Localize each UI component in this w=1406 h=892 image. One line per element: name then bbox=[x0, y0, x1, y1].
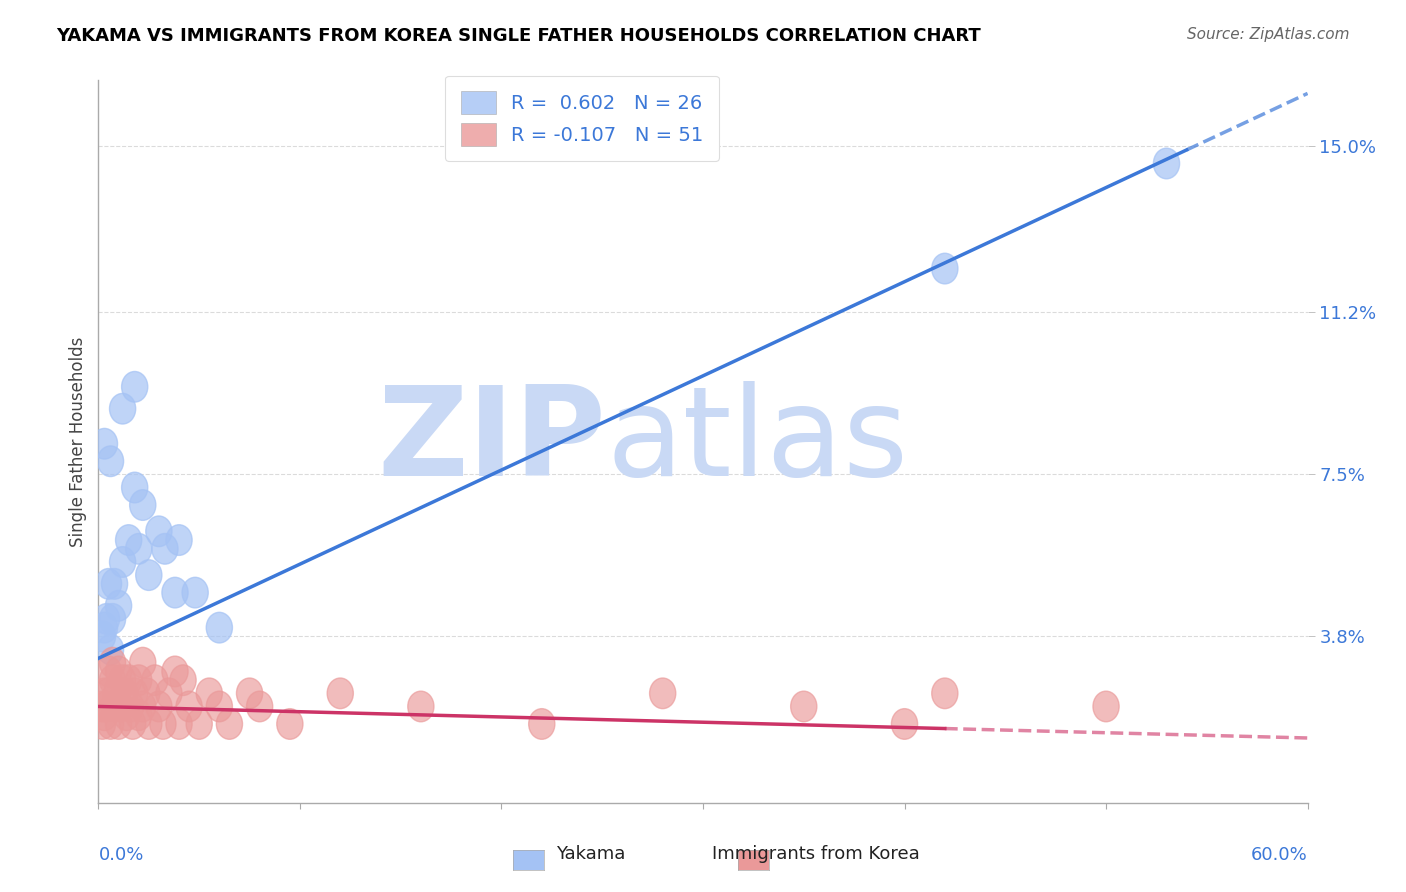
Ellipse shape bbox=[101, 691, 128, 722]
Ellipse shape bbox=[146, 516, 172, 547]
Ellipse shape bbox=[91, 612, 118, 643]
Ellipse shape bbox=[146, 691, 172, 722]
Ellipse shape bbox=[115, 665, 142, 696]
Ellipse shape bbox=[114, 700, 139, 731]
Ellipse shape bbox=[91, 700, 118, 731]
Ellipse shape bbox=[134, 678, 160, 708]
Ellipse shape bbox=[101, 568, 128, 599]
Ellipse shape bbox=[97, 634, 124, 665]
Ellipse shape bbox=[115, 524, 142, 556]
Ellipse shape bbox=[162, 577, 188, 608]
Ellipse shape bbox=[162, 657, 188, 687]
Ellipse shape bbox=[125, 533, 152, 564]
Ellipse shape bbox=[105, 708, 132, 739]
Text: ZIP: ZIP bbox=[378, 381, 606, 502]
Ellipse shape bbox=[96, 678, 121, 708]
Ellipse shape bbox=[142, 665, 167, 696]
Ellipse shape bbox=[104, 678, 129, 708]
Ellipse shape bbox=[97, 446, 124, 476]
Ellipse shape bbox=[197, 678, 222, 708]
Ellipse shape bbox=[236, 678, 263, 708]
Ellipse shape bbox=[166, 524, 193, 556]
Ellipse shape bbox=[90, 708, 115, 739]
Ellipse shape bbox=[170, 665, 197, 696]
Ellipse shape bbox=[125, 700, 152, 731]
Text: Yakama: Yakama bbox=[555, 846, 626, 863]
Ellipse shape bbox=[181, 577, 208, 608]
Ellipse shape bbox=[207, 612, 232, 643]
Ellipse shape bbox=[217, 708, 242, 739]
Text: YAKAMA VS IMMIGRANTS FROM KOREA SINGLE FATHER HOUSEHOLDS CORRELATION CHART: YAKAMA VS IMMIGRANTS FROM KOREA SINGLE F… bbox=[56, 27, 981, 45]
Ellipse shape bbox=[136, 708, 162, 739]
Ellipse shape bbox=[136, 560, 162, 591]
Ellipse shape bbox=[105, 657, 132, 687]
Ellipse shape bbox=[121, 472, 148, 503]
Ellipse shape bbox=[110, 393, 136, 424]
Ellipse shape bbox=[150, 708, 176, 739]
Ellipse shape bbox=[650, 678, 676, 708]
Y-axis label: Single Father Households: Single Father Households bbox=[69, 336, 87, 547]
Ellipse shape bbox=[125, 665, 152, 696]
Ellipse shape bbox=[97, 708, 124, 739]
Ellipse shape bbox=[100, 665, 125, 696]
Ellipse shape bbox=[1153, 148, 1180, 178]
Ellipse shape bbox=[207, 691, 232, 722]
Ellipse shape bbox=[96, 657, 121, 687]
Ellipse shape bbox=[100, 648, 125, 678]
Ellipse shape bbox=[328, 678, 353, 708]
Ellipse shape bbox=[121, 678, 148, 708]
Ellipse shape bbox=[118, 691, 143, 722]
Text: Immigrants from Korea: Immigrants from Korea bbox=[711, 846, 920, 863]
Ellipse shape bbox=[932, 678, 957, 708]
Ellipse shape bbox=[176, 691, 202, 722]
Ellipse shape bbox=[120, 708, 146, 739]
Ellipse shape bbox=[529, 708, 555, 739]
Text: Source: ZipAtlas.com: Source: ZipAtlas.com bbox=[1187, 27, 1350, 42]
Ellipse shape bbox=[100, 604, 125, 634]
Text: 60.0%: 60.0% bbox=[1251, 847, 1308, 864]
Ellipse shape bbox=[790, 691, 817, 722]
Ellipse shape bbox=[166, 708, 193, 739]
Ellipse shape bbox=[932, 253, 957, 284]
Ellipse shape bbox=[891, 708, 918, 739]
Ellipse shape bbox=[129, 648, 156, 678]
Ellipse shape bbox=[91, 678, 118, 708]
Ellipse shape bbox=[90, 691, 115, 722]
Ellipse shape bbox=[1092, 691, 1119, 722]
Ellipse shape bbox=[110, 665, 136, 696]
Legend: R =  0.602   N = 26, R = -0.107   N = 51: R = 0.602 N = 26, R = -0.107 N = 51 bbox=[446, 76, 718, 161]
Ellipse shape bbox=[121, 371, 148, 402]
Ellipse shape bbox=[93, 604, 120, 634]
Ellipse shape bbox=[107, 691, 134, 722]
Ellipse shape bbox=[277, 708, 302, 739]
Ellipse shape bbox=[96, 568, 121, 599]
Ellipse shape bbox=[129, 490, 156, 520]
Ellipse shape bbox=[186, 708, 212, 739]
Ellipse shape bbox=[90, 621, 115, 652]
Text: atlas: atlas bbox=[606, 381, 908, 502]
Text: 0.0%: 0.0% bbox=[98, 847, 143, 864]
Ellipse shape bbox=[152, 533, 179, 564]
Ellipse shape bbox=[408, 691, 434, 722]
Ellipse shape bbox=[110, 547, 136, 577]
Ellipse shape bbox=[129, 691, 156, 722]
Ellipse shape bbox=[93, 691, 120, 722]
Ellipse shape bbox=[246, 691, 273, 722]
Ellipse shape bbox=[91, 428, 118, 459]
Ellipse shape bbox=[105, 591, 132, 621]
Ellipse shape bbox=[156, 678, 181, 708]
Ellipse shape bbox=[111, 678, 138, 708]
